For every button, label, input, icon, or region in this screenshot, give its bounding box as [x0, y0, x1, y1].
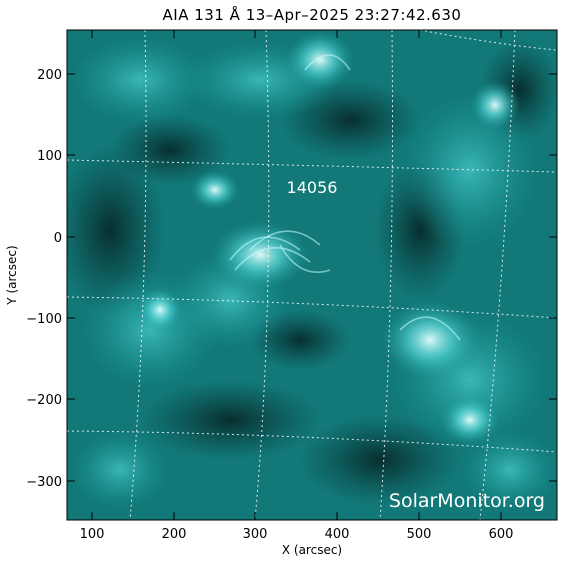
x-tick-label: 100: [80, 527, 105, 542]
x-axis-ticks: [91, 30, 502, 520]
y-tick-label: −100: [26, 312, 62, 327]
x-tick-label: 200: [162, 527, 187, 542]
x-tick-label: 600: [489, 527, 514, 542]
y-tick-label: −200: [26, 393, 62, 408]
solarmonitor-watermark: SolarMonitor.org: [389, 490, 545, 512]
y-tick-label: 100: [37, 149, 62, 164]
y-axis-ticks: [67, 73, 557, 482]
solar-corona-image: [67, 30, 557, 520]
x-tick-label: 300: [243, 527, 268, 542]
active-region-label: 14056: [287, 178, 338, 197]
y-tick-label: −300: [26, 475, 62, 490]
x-tick-label: 400: [325, 527, 350, 542]
y-tick-label: 200: [37, 68, 62, 83]
plot-frame: [66, 29, 558, 521]
x-tick-label: 500: [407, 527, 432, 542]
heliographic-grid: [67, 30, 557, 520]
x-axis-label: X (arcsec): [282, 543, 342, 557]
y-axis-label: Y (arcsec): [5, 245, 19, 305]
image-title: AIA 131 Å 13–Apr–2025 23:27:42.630: [162, 6, 462, 24]
y-tick-label: 0: [54, 231, 62, 246]
